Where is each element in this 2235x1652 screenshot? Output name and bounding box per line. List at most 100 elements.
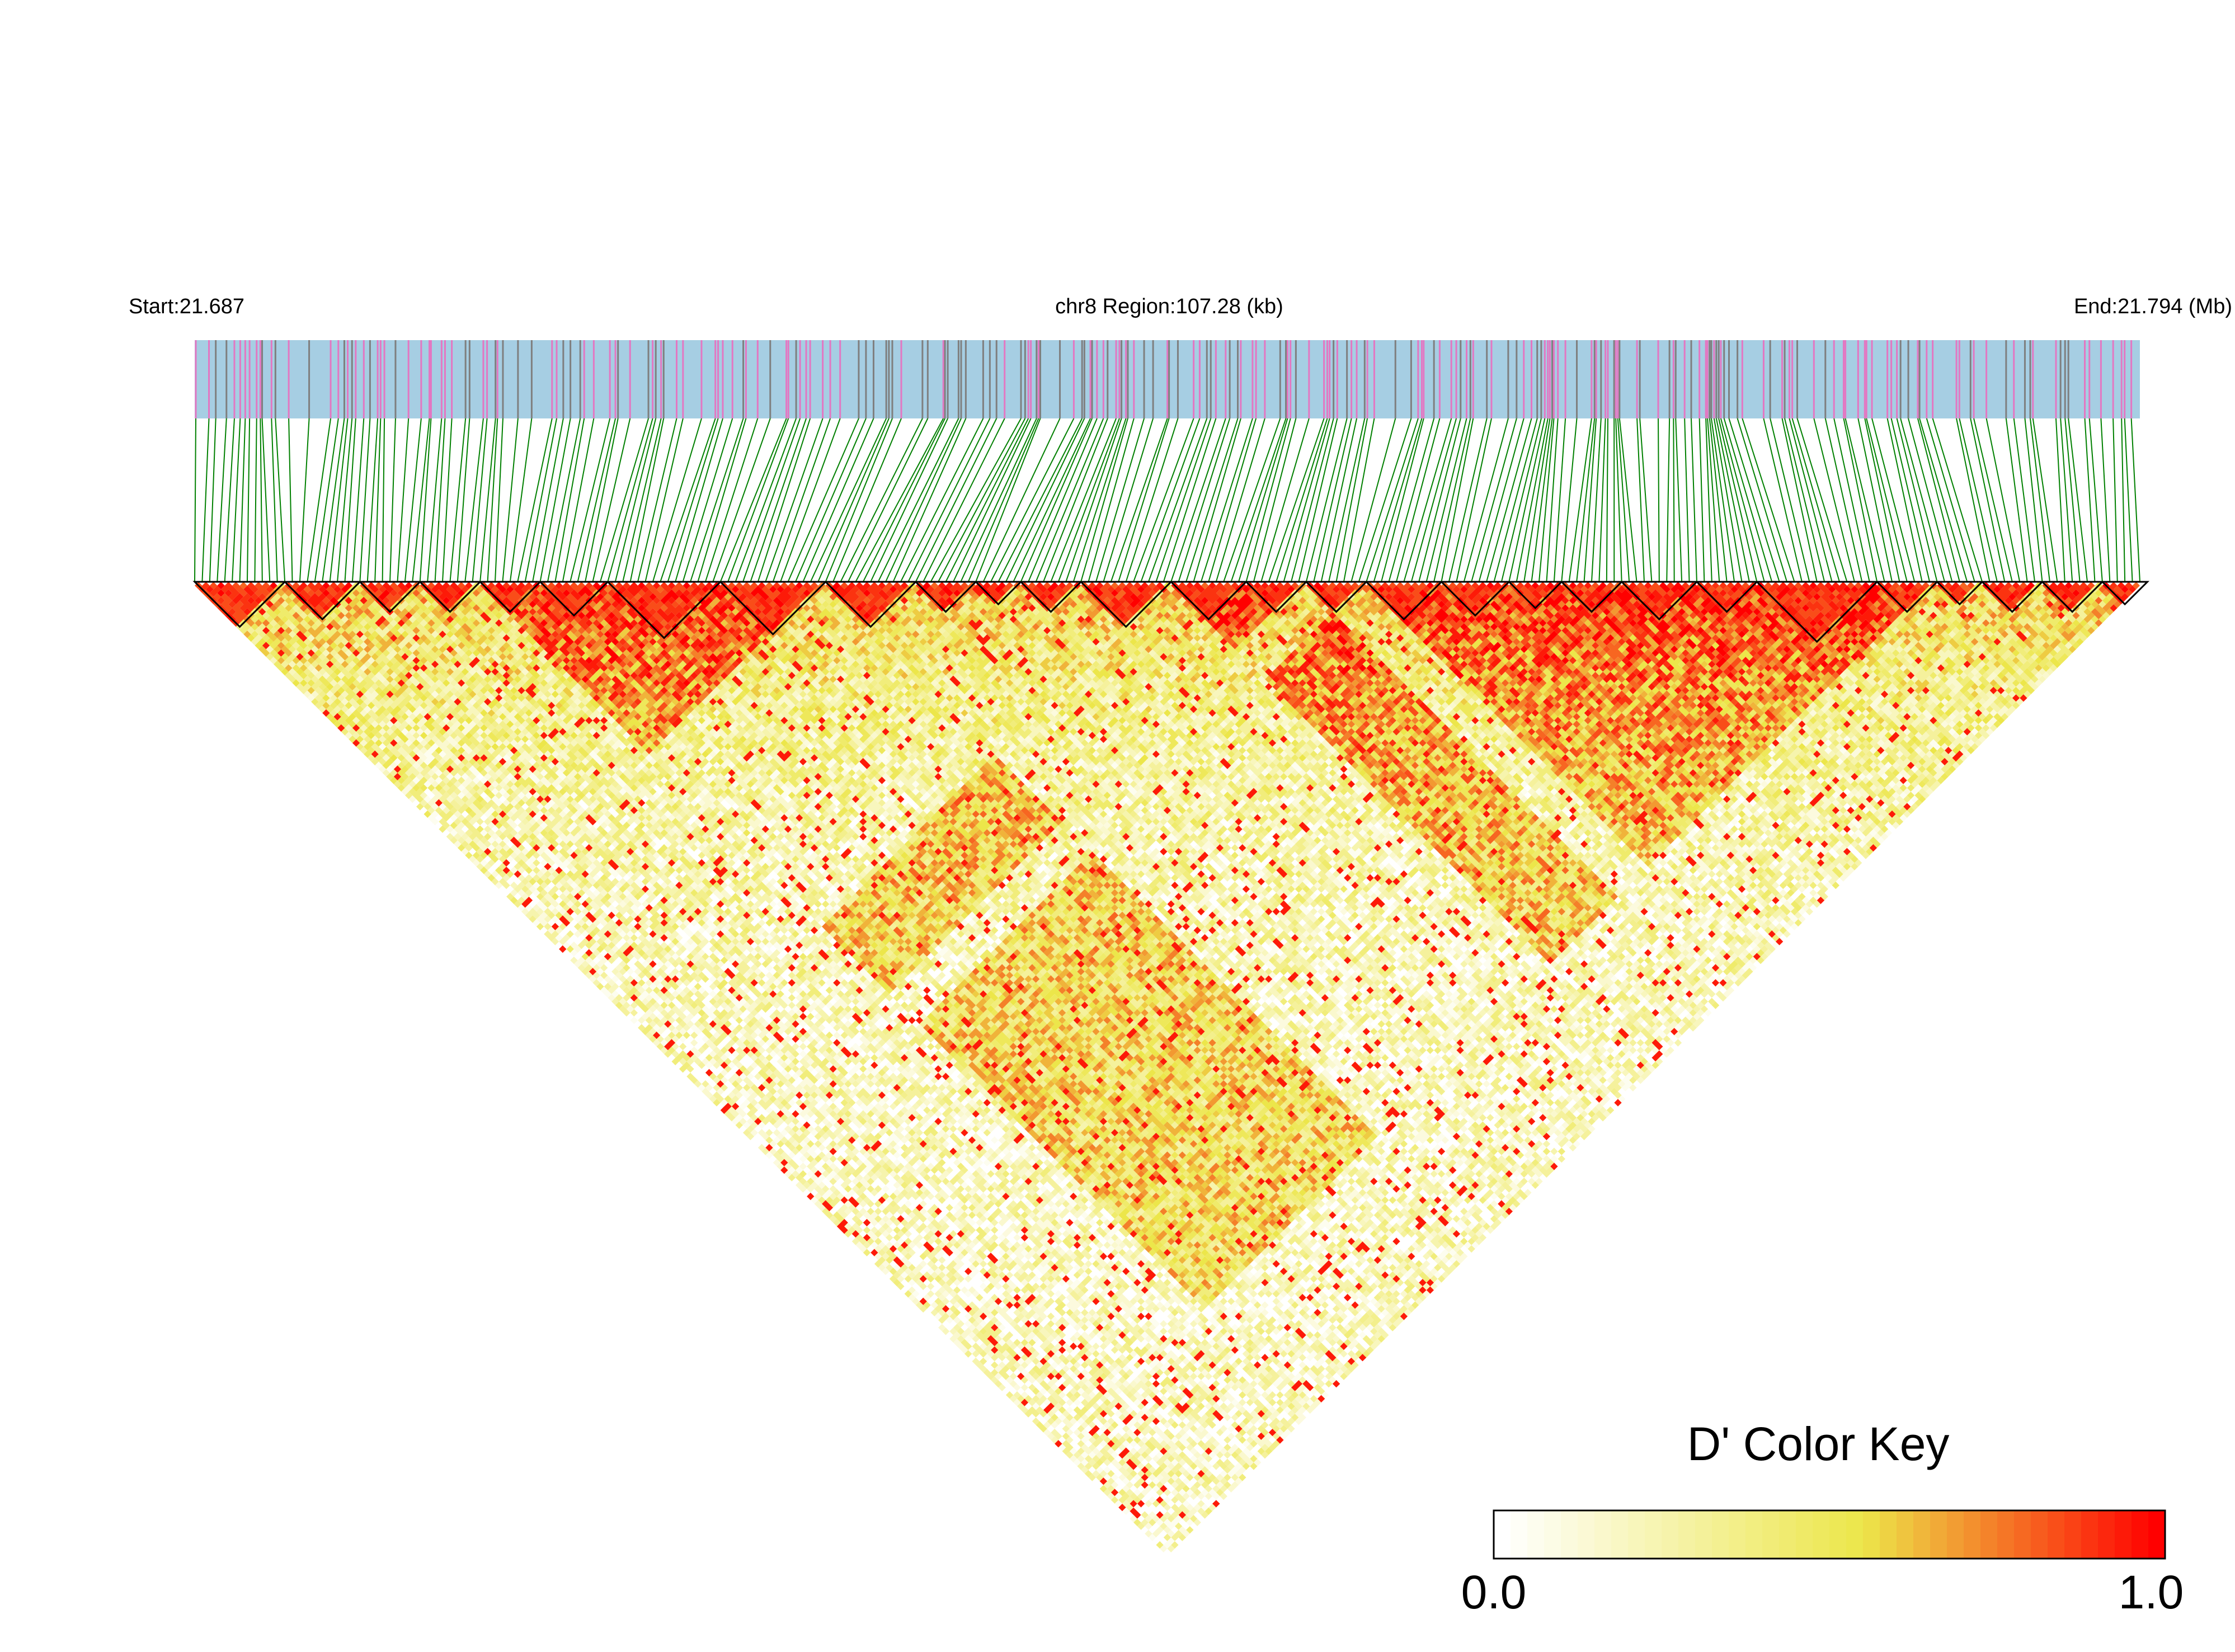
- snp-connector-115: [1057, 418, 1120, 582]
- snp-connector-212: [1737, 418, 1787, 582]
- snp-connector-251: [2064, 418, 2081, 582]
- snp-connector-56: [614, 418, 657, 582]
- snp-connector-124: [1125, 418, 1179, 582]
- snp-connector-103: [967, 418, 1039, 582]
- color-key-segment-4: [1561, 1510, 1578, 1559]
- snp-connector-225: [1845, 418, 1885, 582]
- snp-connector-136: [1215, 418, 1265, 582]
- snp-connector-16: [314, 418, 339, 582]
- ld-cells-d-0.3: [247, 593, 2095, 1541]
- snp-connector-150: [1320, 418, 1358, 582]
- snp-connector-3: [217, 418, 227, 582]
- snp-connector-160: [1395, 418, 1441, 582]
- snp-connector-88: [855, 418, 944, 582]
- snp-connector-133: [1193, 418, 1241, 582]
- snp-connector-135: [1208, 418, 1257, 582]
- snp-connector-38: [479, 418, 496, 582]
- snp-connector-114: [1050, 418, 1117, 582]
- snp-connector-201: [1698, 418, 1705, 582]
- snp-connector-35: [457, 418, 470, 582]
- snp-connector-244: [2005, 418, 2028, 582]
- ld-block-25: [1980, 581, 2045, 613]
- color-key-segment-21: [1846, 1510, 1864, 1559]
- snp-connector-140: [1245, 418, 1291, 582]
- snp-connector-127: [1147, 418, 1208, 582]
- color-key-segment-8: [1628, 1510, 1645, 1559]
- snp-connector-57: [622, 418, 662, 582]
- ld-block-8: [824, 581, 918, 628]
- snp-connector-210: [1723, 418, 1773, 582]
- snp-connector-149: [1313, 418, 1352, 582]
- color-key-segment-18: [1796, 1510, 1813, 1559]
- snp-connector-255: [2100, 418, 2111, 582]
- snp-connector-67: [697, 418, 747, 582]
- snp-connector-131: [1178, 418, 1231, 582]
- snp-connector-153: [1343, 418, 1375, 582]
- snp-connector-0: [194, 418, 196, 582]
- ld-block-27: [2100, 581, 2150, 606]
- snp-connector-61: [652, 418, 702, 582]
- snp-connector-178: [1531, 418, 1553, 582]
- snp-connector-187: [1598, 418, 1606, 582]
- color-key-segment-15: [1745, 1510, 1763, 1559]
- color-key-segment-27: [1947, 1510, 1964, 1559]
- snp-connector-224: [1843, 418, 1878, 582]
- ld-block-17: [1439, 581, 1511, 617]
- ld-block-7: [718, 581, 828, 636]
- color-key-segment-35: [2081, 1510, 2098, 1559]
- region-title: chr8 Region:107.28 (kb): [1055, 295, 1283, 318]
- snp-connector-146: [1291, 418, 1334, 582]
- ld-block-2: [357, 581, 422, 613]
- region-end-label: End:21.794 (Mb): [2074, 295, 2232, 318]
- snp-connector-139: [1238, 418, 1288, 582]
- snp-connector-33: [442, 418, 453, 582]
- snp-connector-9: [260, 418, 263, 582]
- snp-connector-43: [517, 418, 553, 582]
- snp-connector-148: [1305, 418, 1348, 582]
- snp-connector-52: [585, 418, 619, 582]
- snp-connector-71: [727, 418, 789, 582]
- snp-connector-7: [246, 418, 251, 582]
- snp-connector-166: [1441, 418, 1474, 582]
- snp-connector-108: [1005, 418, 1085, 582]
- snp-connector-257: [2121, 418, 2126, 582]
- snp-connector-176: [1516, 418, 1549, 582]
- color-key-segment-17: [1779, 1510, 1796, 1559]
- snp-connector-252: [2068, 418, 2088, 582]
- snp-connector-203: [1707, 418, 1720, 582]
- snp-connector-19: [337, 418, 353, 582]
- snp-connector-156: [1366, 418, 1419, 582]
- snp-connector-147: [1298, 418, 1338, 582]
- snp-connector-206: [1713, 418, 1743, 582]
- snp-connector-32: [434, 418, 446, 582]
- ld-block-1: [283, 581, 362, 621]
- ld-cells-d-0.1: [307, 690, 1997, 1552]
- snp-connector-17: [322, 418, 345, 582]
- color-key-segment-32: [2031, 1510, 2048, 1559]
- snp-connector-250: [2060, 418, 2073, 582]
- snp-connector-49: [562, 418, 595, 582]
- color-key-max-label: 1.0: [2119, 1566, 2184, 1618]
- snp-connector-37: [472, 418, 488, 582]
- snp-connector-59: [637, 418, 677, 582]
- snp-connector-218: [1789, 418, 1833, 582]
- snp-connector-13: [288, 418, 293, 582]
- ld-block-15: [1304, 581, 1368, 613]
- snp-connector-239: [1956, 418, 1991, 582]
- color-key-segment-12: [1695, 1510, 1712, 1559]
- snp-connector-122: [1110, 418, 1168, 582]
- snp-connector-163: [1418, 418, 1461, 582]
- snp-connector-50: [570, 418, 611, 582]
- color-key-segment-5: [1578, 1510, 1595, 1559]
- snp-connector-198: [1675, 418, 1683, 582]
- snp-connector-217: [1784, 418, 1825, 582]
- snp-connector-236: [1919, 418, 1968, 582]
- snp-connector-157: [1373, 418, 1423, 582]
- ld-block-22: [1754, 581, 1879, 643]
- color-key-segment-26: [1930, 1510, 1947, 1559]
- snp-connector-173: [1493, 418, 1538, 582]
- snp-connector-256: [2112, 418, 2118, 582]
- color-key-segment-37: [2115, 1510, 2132, 1559]
- snp-connector-89: [862, 418, 945, 582]
- snp-connector-5: [232, 418, 241, 582]
